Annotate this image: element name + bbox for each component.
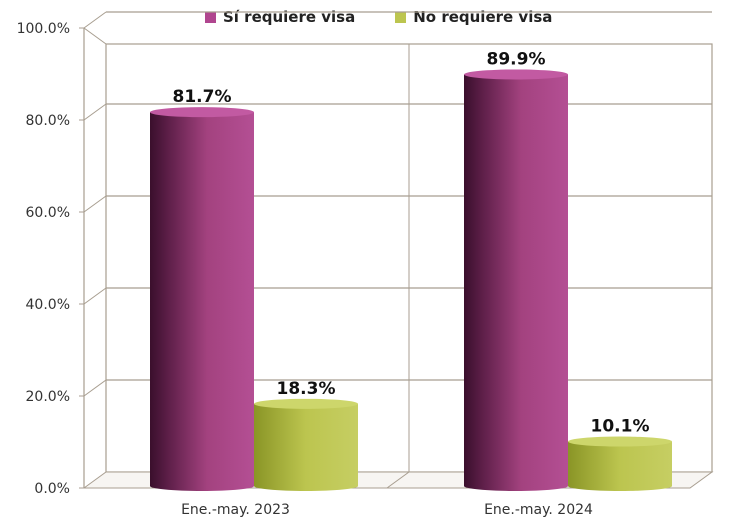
y-tick-label: 20.0% [26, 389, 70, 405]
bar-si-requiere-visa-ene-may-2024 [464, 74, 568, 492]
legend-swatch-si-requiere-visa [205, 11, 216, 23]
grid-depth-line [83, 195, 107, 213]
bar-si-requiere-visa-ene-may-2024-top [464, 69, 568, 80]
x-axis: Ene.-may. 2023 Ene.-may. 2024 [181, 502, 593, 518]
legend-swatch-no-requiere-visa [395, 11, 407, 23]
data-label-no-requiere-visa-ene-may-2023: 18.3% [277, 379, 336, 399]
y-tick-label: 0.0% [34, 481, 70, 497]
grid-depth-line [83, 379, 107, 397]
data-label-no-requiere-visa-ene-may-2024: 10.1% [591, 417, 650, 437]
y-tick-label: 100.0% [17, 21, 70, 37]
bar-si-requiere-visa-ene-may-2023 [150, 112, 254, 492]
top-depth-line [83, 27, 107, 45]
y-tick-label: 80.0% [26, 113, 70, 129]
data-label-si-requiere-visa-ene-may-2023: 81.7% [173, 87, 232, 107]
y-tick-label: 40.0% [26, 297, 70, 313]
bars: 81.7% 89.9% 18.3% 10.1% [150, 49, 672, 492]
bar-si-requiere-visa-ene-may-2023-top [150, 107, 254, 118]
y-tick-label: 60.0% [26, 205, 70, 221]
bar-no-requiere-visa-ene-may-2023-top [254, 398, 358, 409]
bar-no-requiere-visa-ene-may-2024-top [568, 436, 672, 447]
grid-depth-line [83, 287, 107, 305]
x-tick-label-ene-may-2023: Ene.-may. 2023 [181, 502, 290, 518]
bar-no-requiere-visa-ene-may-2023 [254, 403, 358, 491]
data-label-si-requiere-visa-ene-may-2024: 89.9% [487, 49, 546, 69]
y-axis: 0.0% 20.0% 40.0% 60.0% 80.0% 100.0% [17, 21, 84, 497]
bar-no-requiere-visa-ene-may-2024 [568, 441, 672, 491]
grid-depth-line [83, 11, 107, 29]
category-divider-floor [386, 471, 410, 489]
x-tick-label-ene-may-2024: Ene.-may. 2024 [484, 502, 593, 518]
grid-depth-line [83, 103, 107, 121]
